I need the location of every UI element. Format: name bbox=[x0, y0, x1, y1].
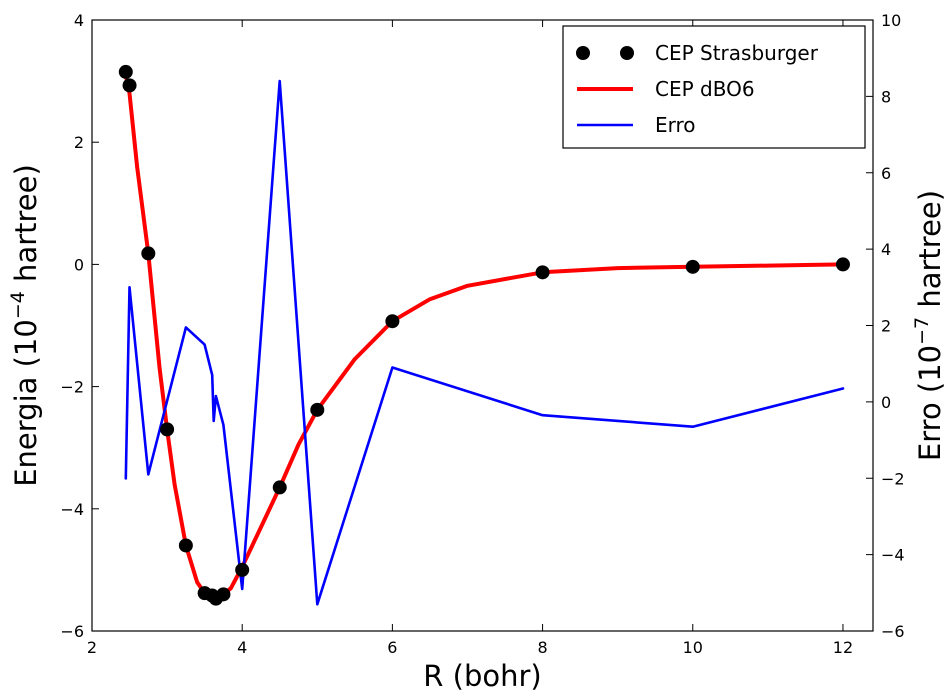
y-left-axis-title: Energia (10−4 hartree) bbox=[7, 164, 43, 487]
axes: 2 4 6 8 10 12 −6 −4 −2 0 2 4 −6 −4 −2 0 2 4 6 8 10 bbox=[60, 11, 904, 657]
series-line-erro bbox=[124, 79, 845, 606]
legend: CEP Strasburger CEP dBO6 Erro bbox=[562, 25, 866, 149]
data-point bbox=[160, 422, 175, 437]
y-right-tick-label: 4 bbox=[881, 240, 891, 259]
x-tick-label: 10 bbox=[683, 638, 703, 657]
data-point bbox=[122, 78, 137, 93]
y-right-tick-label: −4 bbox=[881, 546, 905, 565]
y-left-tick-label: 4 bbox=[74, 11, 84, 30]
legend-label: CEP Strasburger bbox=[655, 41, 819, 65]
data-point bbox=[118, 64, 133, 79]
y-right-tick-label: 0 bbox=[881, 393, 891, 412]
axis-title-part: Erro ( bbox=[913, 382, 947, 461]
data-point bbox=[178, 538, 193, 553]
axis-title-part: hartree) bbox=[9, 164, 43, 291]
data-point bbox=[385, 314, 400, 329]
axis-title-part: Energia ( bbox=[9, 356, 43, 487]
data-point bbox=[216, 587, 231, 602]
axis-title-part: −7 bbox=[911, 317, 933, 345]
y-right-tick-label: −2 bbox=[881, 469, 905, 488]
x-tick-label: 12 bbox=[833, 638, 853, 657]
legend-marker bbox=[576, 46, 590, 60]
x-tick-label: 6 bbox=[387, 638, 397, 657]
y-left-tick-label: 0 bbox=[74, 255, 84, 274]
x-axis-title: R (bohr) bbox=[423, 659, 541, 693]
y-right-tick-label: 2 bbox=[881, 317, 891, 336]
y-left-tick-label: 2 bbox=[74, 133, 84, 152]
axis-title-part: hartree) bbox=[913, 190, 947, 317]
data-point bbox=[141, 246, 156, 261]
axis-title-part: 10 bbox=[9, 319, 43, 356]
data-point bbox=[835, 257, 850, 272]
axis-title-part: 10 bbox=[913, 345, 947, 382]
data-point bbox=[535, 265, 550, 280]
series-line-cep-dbo6 bbox=[123, 73, 845, 600]
y-right-tick-label: −6 bbox=[881, 622, 905, 641]
data-point bbox=[235, 562, 250, 577]
x-tick-label: 2 bbox=[87, 638, 97, 657]
y-right-tick-label: 8 bbox=[881, 87, 891, 106]
legend-marker bbox=[620, 46, 634, 60]
data-point bbox=[310, 402, 325, 417]
data-point bbox=[272, 480, 287, 495]
plot-marks bbox=[118, 64, 850, 606]
x-tick-label: 4 bbox=[237, 638, 247, 657]
y-right-axis-title: Erro (10−7 hartree) bbox=[911, 190, 947, 461]
data-point bbox=[685, 259, 700, 274]
axis-title-part: −4 bbox=[7, 291, 29, 319]
legend-label: Erro bbox=[655, 113, 696, 137]
y-left-tick-label: −6 bbox=[60, 622, 84, 641]
y-right-tick-label: 6 bbox=[881, 164, 891, 183]
legend-label: CEP dBO6 bbox=[655, 77, 755, 101]
x-tick-label: 8 bbox=[537, 638, 547, 657]
y-left-tick-label: −4 bbox=[60, 500, 84, 519]
y-left-tick-label: −2 bbox=[60, 378, 84, 397]
y-right-tick-label: 10 bbox=[881, 11, 901, 30]
